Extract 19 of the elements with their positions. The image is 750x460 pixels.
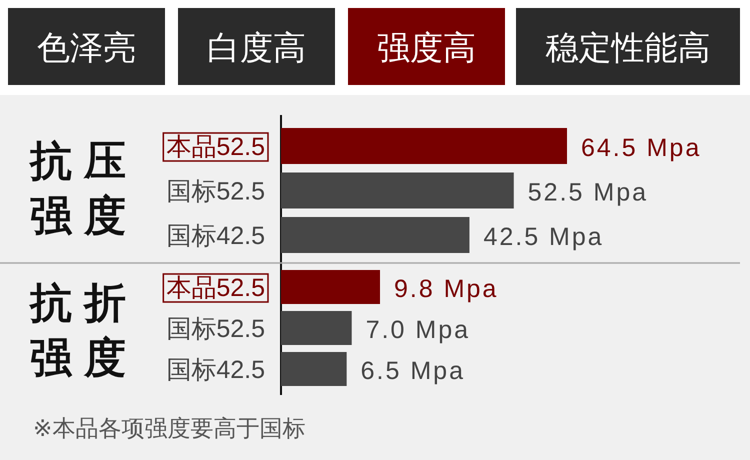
data-label: 7.0 Mpa [366, 316, 470, 344]
data-label: 64.5 Mpa [581, 134, 702, 162]
y-tick-label: 本品52.5 [166, 133, 265, 161]
y-tick-label: 本品52.5 [166, 274, 265, 302]
text: 强度高 [377, 29, 476, 66]
text: 白度高 [207, 29, 306, 66]
text: 色泽亮 [37, 29, 136, 66]
text: 抗折强度 [28, 279, 138, 381]
y-tick-label: 国标52.5 [166, 315, 265, 343]
data-label: 9.8 Mpa [394, 275, 498, 303]
data-label: 52.5 Mpa [528, 178, 648, 206]
y-tick-label: 国标52.5 [166, 178, 265, 206]
text: 抗压强度 [28, 137, 138, 239]
y-tick-label: 国标42.5 [166, 222, 265, 250]
data-label: 42.5 Mpa [483, 223, 604, 251]
y-tick-label: 国标42.5 [166, 356, 265, 384]
text: ※本品各项强度要高于国标 [33, 415, 306, 441]
text: 稳定性能高 [546, 29, 710, 66]
data-label: 6.5 Mpa [360, 357, 466, 385]
